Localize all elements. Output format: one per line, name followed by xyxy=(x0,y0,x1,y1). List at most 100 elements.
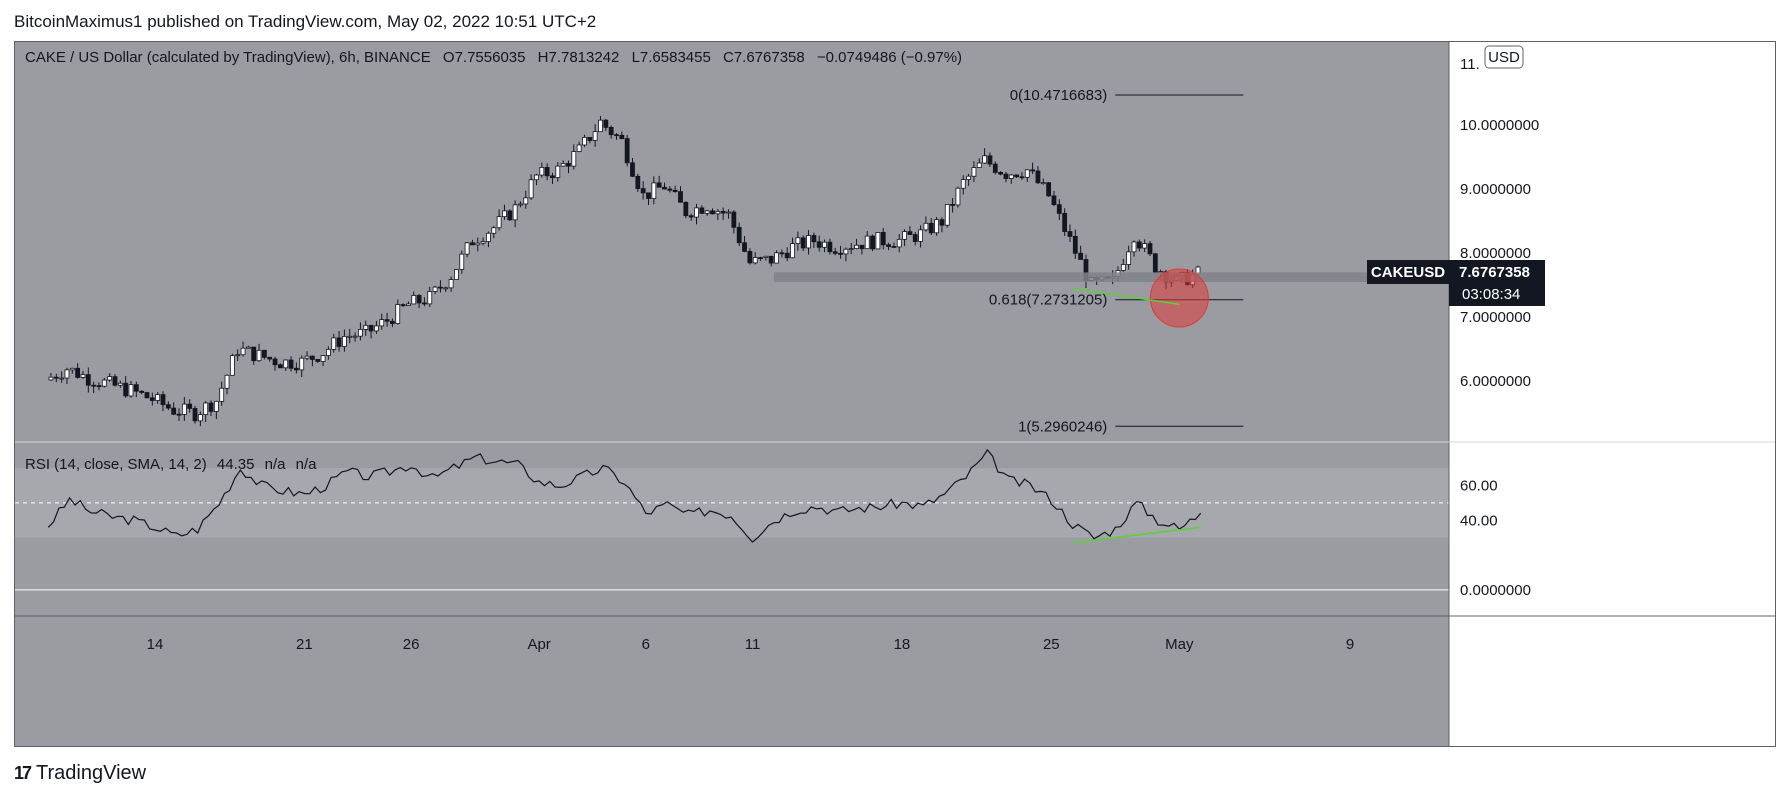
candle xyxy=(843,247,849,262)
chart-svg[interactable]: 0(10.4716683) 0.618(7.2731205) 1(5.2960246… xyxy=(15,42,1775,746)
candle xyxy=(293,362,299,374)
candle xyxy=(256,343,262,362)
candle xyxy=(731,210,737,234)
time-tick-label: 26 xyxy=(403,636,420,653)
candle xyxy=(454,269,459,281)
candle xyxy=(864,231,870,250)
candle xyxy=(1019,172,1025,180)
candle xyxy=(747,248,753,265)
candle xyxy=(752,252,758,265)
candle xyxy=(971,161,977,182)
tradingview-logo[interactable]: 17 TradingView xyxy=(14,762,146,785)
candle xyxy=(347,328,353,344)
candle xyxy=(1062,208,1068,236)
fib-level-label: 0.618(7.2731205) xyxy=(989,292,1107,309)
candle xyxy=(1040,178,1046,185)
candle xyxy=(512,200,518,228)
candle xyxy=(1131,240,1137,257)
rsi-value: 44.35 xyxy=(217,456,255,473)
candle xyxy=(608,125,614,139)
open-value: 7.7556035 xyxy=(455,49,526,66)
candle xyxy=(69,367,75,374)
candle xyxy=(390,318,395,328)
candle xyxy=(502,204,507,220)
candle xyxy=(598,116,603,133)
candle xyxy=(464,241,470,258)
candle xyxy=(448,276,454,292)
candle xyxy=(555,162,561,182)
candle xyxy=(806,230,811,255)
candle xyxy=(838,245,843,259)
candle xyxy=(891,242,897,248)
tradingview-logo-icon: 17 xyxy=(14,763,32,783)
candle xyxy=(784,247,790,262)
candle xyxy=(267,356,273,362)
candle xyxy=(960,175,966,195)
retest-highlight-circle xyxy=(1149,268,1209,328)
candle xyxy=(1072,229,1078,259)
support-zone xyxy=(773,272,1449,282)
price-tag-price: 7.6767358 xyxy=(1459,264,1530,281)
candle xyxy=(325,346,331,360)
candle xyxy=(96,382,102,391)
candle xyxy=(64,367,70,385)
candle xyxy=(1120,258,1126,272)
candle xyxy=(1030,162,1036,175)
candle xyxy=(288,356,294,372)
change-value: −0.0749486 (−0.97%) xyxy=(817,49,962,66)
candle xyxy=(614,133,619,140)
candle xyxy=(1078,245,1084,260)
candle xyxy=(336,330,342,352)
symbol-title: CAKE / US Dollar (calculated by TradingV… xyxy=(25,49,431,66)
candle xyxy=(758,256,763,262)
candle xyxy=(374,320,379,334)
candle xyxy=(976,158,982,168)
rsi-pane xyxy=(15,442,1449,746)
candle xyxy=(85,367,91,393)
candle xyxy=(950,198,955,213)
chart-container[interactable]: 0(10.4716683) 0.618(7.2731205) 1(5.2960246… xyxy=(14,41,1776,747)
price-divergence-line xyxy=(1072,287,1180,306)
candle xyxy=(416,294,422,309)
candle xyxy=(566,160,571,174)
time-tick-label: May xyxy=(1165,636,1194,653)
candle xyxy=(987,152,993,167)
time-tick-label: 6 xyxy=(642,636,650,653)
candle xyxy=(438,280,443,293)
candle xyxy=(101,377,107,388)
candle xyxy=(1003,172,1009,183)
candle xyxy=(75,363,81,379)
price-tick-label: 6.0000000 xyxy=(1460,373,1531,390)
candle xyxy=(368,324,374,339)
candle xyxy=(112,374,118,387)
candle xyxy=(486,231,491,248)
candle xyxy=(59,371,65,383)
candle xyxy=(560,160,566,167)
candle xyxy=(800,235,806,251)
candle xyxy=(235,349,241,362)
currency-button[interactable]: USD xyxy=(1484,45,1524,69)
candle xyxy=(688,213,694,221)
candle xyxy=(443,286,449,292)
candle xyxy=(251,346,257,365)
rsi-legend: RSI (14, close, SMA, 14, 2) 44.35 n/a n/… xyxy=(25,456,317,473)
candle xyxy=(395,299,401,325)
candle xyxy=(779,249,785,258)
candle xyxy=(224,374,230,395)
candle xyxy=(1056,199,1062,221)
price-tag-countdown: 03:08:34 xyxy=(1462,286,1520,303)
fibonacci-retracement[interactable]: 0(10.4716683) 0.618(7.2731205) 1(5.2960246… xyxy=(989,87,1244,435)
candle xyxy=(480,237,486,246)
close-value: 7.6767358 xyxy=(734,49,805,66)
candle xyxy=(619,131,625,140)
candle xyxy=(470,239,475,246)
candle xyxy=(907,226,913,235)
candle xyxy=(384,312,390,327)
candle xyxy=(582,134,587,147)
fib-level-label: 1(5.2960246) xyxy=(1018,418,1107,435)
candle xyxy=(827,238,833,255)
candle xyxy=(149,392,155,406)
candle xyxy=(998,171,1004,176)
candle xyxy=(763,255,769,261)
candle xyxy=(571,144,577,170)
